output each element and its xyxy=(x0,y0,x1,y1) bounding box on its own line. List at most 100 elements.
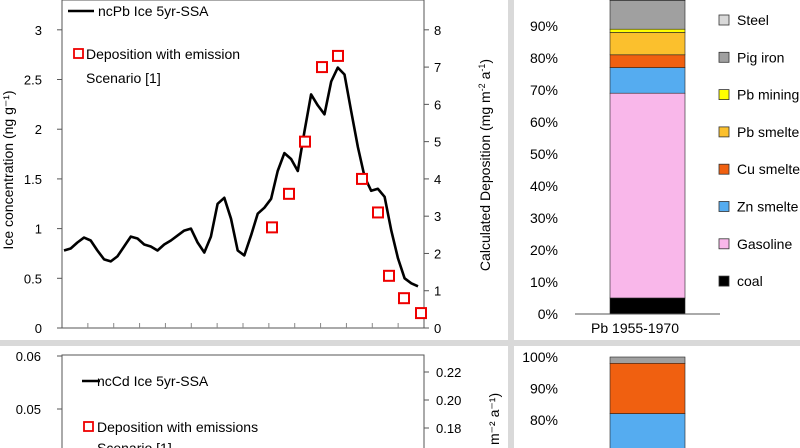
pb-bar-legend-label: Pb mining xyxy=(737,87,799,103)
pb-legend-marker-label-2: Scenario [1] xyxy=(86,70,161,86)
cd-right-tick-label: 0.18 xyxy=(436,421,461,436)
pb-left-tick-label: 0 xyxy=(35,321,42,336)
cd-left-ticks: 0.05 0.06 xyxy=(16,349,62,417)
pb-x-ticks xyxy=(87,323,399,328)
cd-legend-marker-swatch xyxy=(83,421,94,432)
pb-right-tick-label: 3 xyxy=(434,209,441,224)
pb-bar-segment-pig-iron xyxy=(609,0,686,30)
cd-bar-tick-label: 100% xyxy=(522,349,558,365)
cd-legend: ncCd Ice 5yr-SSA Deposition with emissio… xyxy=(82,373,258,448)
pb-deposition-marker xyxy=(356,172,368,185)
pb-bar-tick-label: 70% xyxy=(530,82,558,98)
pb-deposition-marker xyxy=(383,269,395,282)
pb-bar-legend-swatch xyxy=(718,238,730,250)
pb-left-tick-label: 1.5 xyxy=(24,172,42,187)
pb-bar-legend-swatch xyxy=(718,89,730,100)
pb-left-tick-label: 2.5 xyxy=(24,73,42,88)
cd-right-tick-label: 0.22 xyxy=(436,365,461,380)
pb-right-tick-label: 6 xyxy=(434,97,441,112)
pb-right-axis-label-sup: -2 xyxy=(477,83,487,91)
pb-right-tick-label: 0 xyxy=(434,321,441,336)
pb-right-tick-label: 4 xyxy=(434,172,441,187)
pb-bar-stack xyxy=(575,0,720,315)
pb-left-ticks: 0 0.5 1 1.5 2 2.5 3 xyxy=(24,23,62,336)
cd-bar-tick-label: 80% xyxy=(530,412,558,428)
pb-left-tick-label: 1 xyxy=(35,222,42,237)
pb-deposition-marker xyxy=(299,135,311,148)
pb-bar-legend-label: Cu smelte xyxy=(737,161,800,177)
pb-plot-area xyxy=(61,0,425,329)
pb-left-tick-label: 2 xyxy=(35,122,42,137)
pb-right-tick-label: 8 xyxy=(434,23,441,38)
pb-bar-legend: Steel Pig iron Pb mining Pb smelte Cu smelte… xyxy=(718,12,800,289)
pb-bar-tick-label: 0% xyxy=(538,306,558,322)
pb-bar-tick-label: 90% xyxy=(530,18,558,34)
cd-legend-marker-label-2: Scenario [1] xyxy=(97,440,172,448)
pb-bar-legend-label: Pig iron xyxy=(737,49,784,65)
cd-right-tick-label: 0.20 xyxy=(436,393,461,408)
pb-bar-tick-label: 20% xyxy=(530,242,558,258)
pb-bar-legend-label: coal xyxy=(737,273,763,289)
pb-bar-tick-label: 50% xyxy=(530,146,558,162)
pb-bar-y-ticks: 0% 10% 20% 30% 40% 50% 60% 70% 80% 90% xyxy=(530,18,558,322)
pb-legend-marker-label-1: Deposition with emission xyxy=(86,46,240,62)
pb-bar-segment-gasoline xyxy=(609,92,686,299)
cd-right-axis-label: m⁻² a⁻¹) xyxy=(486,393,502,445)
pb-right-tick-label: 5 xyxy=(434,135,441,150)
pb-deposition-marker xyxy=(372,206,384,219)
pb-deposition-marker xyxy=(316,61,328,74)
pb-right-axis-label-part: a xyxy=(477,71,493,83)
pb-bar-tick-label: 10% xyxy=(530,274,558,290)
pb-legend: ncPb Ice 5yr-SSA Deposition with emissio… xyxy=(68,3,240,86)
cd-bar-segment xyxy=(609,356,686,364)
pb-deposition-marker xyxy=(283,187,295,200)
pb-bar-tick-label: 80% xyxy=(530,50,558,66)
cd-bar-stack xyxy=(609,356,686,448)
pb-deposition-markers xyxy=(266,49,427,320)
pb-bar-legend-label: Steel xyxy=(737,12,769,28)
pb-right-axis-label: Calculated Deposition (mg m-2 a-1) xyxy=(477,59,493,271)
pb-right-ticks: 0 1 2 3 4 5 6 7 8 xyxy=(424,23,441,336)
pb-deposition-marker xyxy=(332,49,344,62)
pb-bar-segment-zn-smelte xyxy=(609,67,686,94)
pb-bar-legend-swatch xyxy=(718,275,730,287)
cd-bar-segment xyxy=(609,362,686,414)
pb-bar-tick-label: 40% xyxy=(530,178,558,194)
pb-legend-line-label: ncPb Ice 5yr-SSA xyxy=(98,3,209,19)
cd-line-panel: 0.05 0.06 0.18 0.20 0.22 m⁻² a⁻¹) ncCd Ice … xyxy=(0,346,508,448)
pb-right-axis-label-sup: -1 xyxy=(477,64,487,72)
cd-source-bar-panel: 80% 90% 100% xyxy=(514,346,800,448)
pb-bar-tick-label: 60% xyxy=(530,114,558,130)
cd-legend-marker-label-1: Deposition with emissions xyxy=(97,419,258,435)
pb-bar-segment-pb-mining xyxy=(609,28,686,33)
cd-bar-segment-bottom xyxy=(609,413,686,448)
pb-bar-segment-cu-smelte xyxy=(609,54,686,68)
pb-bar-legend-label: Pb smelte xyxy=(737,124,799,140)
pb-bar-legend-swatch xyxy=(718,14,730,26)
pb-right-axis-label-part: ) xyxy=(477,59,493,64)
pb-right-tick-label: 7 xyxy=(434,60,441,75)
pb-left-tick-label: 0.5 xyxy=(24,271,42,286)
pb-ice-series-line xyxy=(63,66,419,288)
cd-bar-y-ticks: 80% 90% 100% xyxy=(522,349,558,428)
pb-bar-segment-coal xyxy=(609,297,686,315)
pb-deposition-marker xyxy=(398,292,410,305)
pb-bar-legend-swatch xyxy=(718,201,730,212)
pb-right-tick-label: 1 xyxy=(434,284,441,299)
cd-right-ticks: 0.18 0.20 0.22 xyxy=(424,365,461,436)
pb-bar-legend-label: Gasoline xyxy=(737,236,792,252)
pb-bar-tick-label: 30% xyxy=(530,210,558,226)
pb-right-tick-label: 2 xyxy=(434,246,441,261)
pb-bar-legend-swatch xyxy=(718,126,730,138)
pb-legend-marker-swatch xyxy=(73,48,84,59)
pb-source-bar-panel: 0% 10% 20% 30% 40% 50% 60% 70% 80% 90% Pb 1955-19… xyxy=(514,0,800,340)
cd-left-tick-label: 0.05 xyxy=(16,402,41,417)
cd-plot-area xyxy=(61,354,425,448)
pb-bar-legend-swatch xyxy=(718,51,730,63)
cd-legend-line-label: ncCd Ice 5yr-SSA xyxy=(97,373,209,389)
cd-left-tick-label: 0.06 xyxy=(16,349,41,364)
pb-left-axis-label: Ice concentration (ng g⁻¹) xyxy=(0,90,16,249)
pb-bar-legend-swatch xyxy=(718,163,730,175)
pb-bar-legend-label: Zn smelte xyxy=(737,199,799,215)
